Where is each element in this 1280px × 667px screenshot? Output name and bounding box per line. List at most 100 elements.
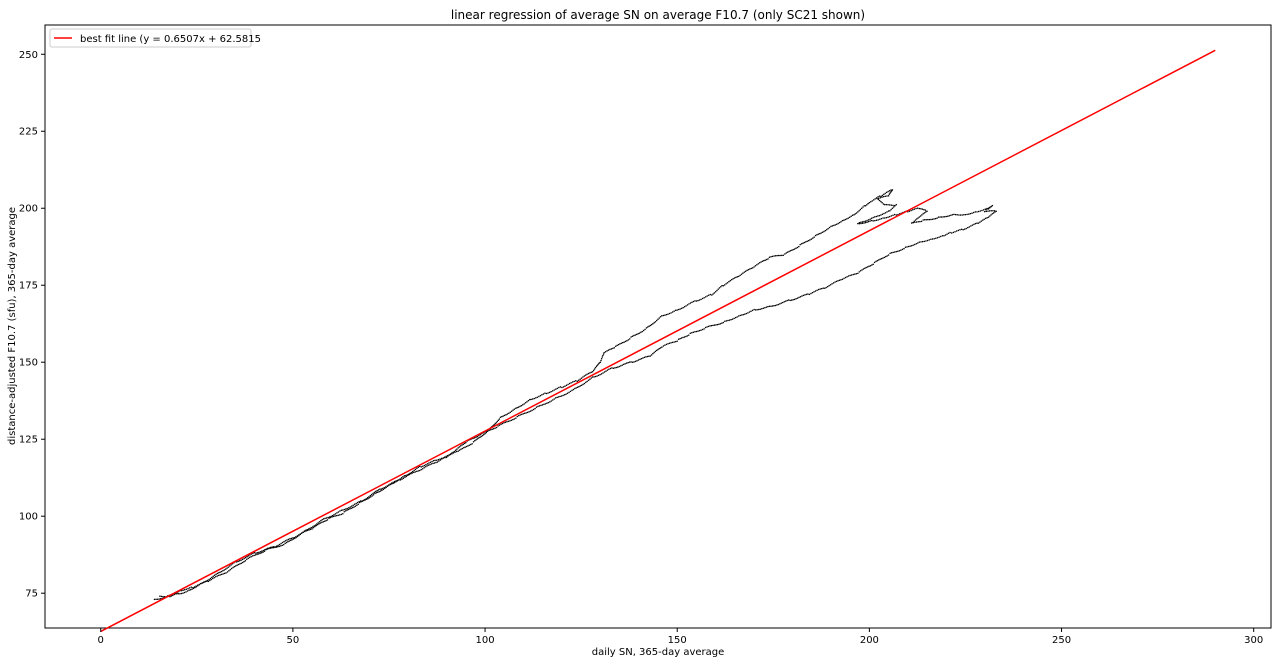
x-axis-label: daily SN, 365-day average — [592, 647, 725, 658]
scatter-point — [712, 324, 714, 327]
scatter-point — [990, 214, 992, 216]
scatter-point — [954, 213, 957, 216]
scatter-point — [532, 408, 535, 411]
scatter-point — [349, 508, 351, 510]
scatter-point — [583, 382, 586, 385]
scatter-point — [183, 591, 186, 594]
scatter-point — [694, 300, 696, 302]
scatter-point — [411, 470, 414, 473]
scatter-point — [805, 293, 808, 296]
scatter-point — [553, 398, 555, 400]
scatter-point — [354, 505, 357, 507]
scatter-point — [557, 396, 560, 398]
scatter-point — [190, 586, 193, 588]
scatter-point — [271, 546, 273, 548]
scatter-point — [718, 323, 720, 325]
scatter-point — [425, 464, 427, 466]
scatter-point — [691, 331, 693, 334]
scatter-point — [860, 222, 862, 225]
scatter-point — [866, 221, 868, 223]
scatter-point — [290, 537, 293, 540]
scatter-point — [424, 466, 427, 468]
scatter-point — [816, 289, 818, 291]
scatter-point — [757, 262, 760, 265]
scatter-point — [748, 311, 751, 313]
scatter-point — [868, 201, 871, 204]
scatter-point — [599, 361, 602, 363]
scatter-point — [922, 219, 924, 221]
scatter-point — [931, 238, 934, 240]
scatter-point — [241, 561, 244, 564]
scatter-point — [882, 195, 885, 198]
scatter-point — [955, 230, 958, 232]
scatter-point — [777, 303, 780, 306]
scatter-point — [654, 350, 657, 353]
scatter-point — [707, 294, 710, 296]
scatter-point — [414, 471, 417, 473]
scatter-point — [970, 225, 972, 227]
scatter-point — [531, 409, 533, 412]
scatter-point — [375, 490, 377, 493]
scatter-point — [202, 581, 205, 584]
scatter-point — [806, 240, 808, 243]
scatter-point — [601, 356, 604, 358]
scatter-point — [820, 287, 823, 290]
scatter-point — [701, 328, 704, 331]
scatter-point — [661, 315, 663, 317]
scatter-point — [917, 221, 919, 223]
scatter-point — [485, 431, 488, 434]
scatter-point — [560, 395, 563, 397]
scatter-point — [386, 485, 389, 488]
scatter-point — [858, 222, 861, 225]
scatter-point — [600, 357, 603, 360]
scatter-point — [201, 582, 203, 584]
scatter-point — [281, 544, 283, 547]
scatter-point — [198, 583, 200, 586]
scatter-point — [159, 595, 161, 597]
scatter-point — [503, 422, 505, 424]
scatter-point — [933, 218, 935, 220]
scatter-point — [989, 206, 991, 209]
scatter-point — [820, 232, 822, 234]
scatter-point — [704, 326, 707, 329]
scatter-point — [674, 309, 677, 312]
scatter-point — [568, 382, 571, 385]
scatter-point — [342, 509, 344, 511]
plot-area-frame — [44, 24, 1272, 629]
scatter-point — [977, 222, 980, 224]
scatter-point — [661, 346, 663, 348]
scatter-point — [244, 556, 247, 559]
scatter-point — [222, 573, 224, 575]
scatter-point — [851, 214, 854, 216]
scatter-point — [741, 314, 743, 316]
scatter-point — [711, 294, 713, 296]
scatter-point — [927, 218, 929, 221]
scatter-point — [292, 538, 295, 540]
scatter-point — [287, 540, 289, 543]
scatter-point — [434, 459, 436, 461]
scatter-point — [872, 199, 875, 201]
scatter-point — [635, 333, 638, 336]
scatter-point — [897, 250, 899, 252]
scatter-point — [269, 546, 272, 549]
scatter-point — [826, 228, 828, 231]
scatter-point — [624, 340, 627, 343]
scatter-point — [799, 243, 801, 246]
scatter-point — [887, 254, 890, 256]
scatter-point — [421, 467, 424, 470]
scatter-point — [566, 392, 569, 394]
scatter-point — [536, 396, 539, 399]
scatter-point — [416, 470, 418, 473]
scatter-point — [253, 554, 255, 557]
scatter-point — [298, 534, 300, 536]
scatter-point — [343, 508, 346, 511]
scatter-point — [913, 208, 916, 210]
scatter-point — [622, 363, 625, 366]
scatter-point — [254, 554, 257, 556]
scatter-point — [626, 339, 628, 342]
scatter-point — [220, 570, 223, 573]
scatter-point — [248, 556, 251, 559]
scatter-point — [213, 574, 216, 576]
scatter-point — [673, 310, 675, 312]
scatter-point — [216, 575, 218, 577]
